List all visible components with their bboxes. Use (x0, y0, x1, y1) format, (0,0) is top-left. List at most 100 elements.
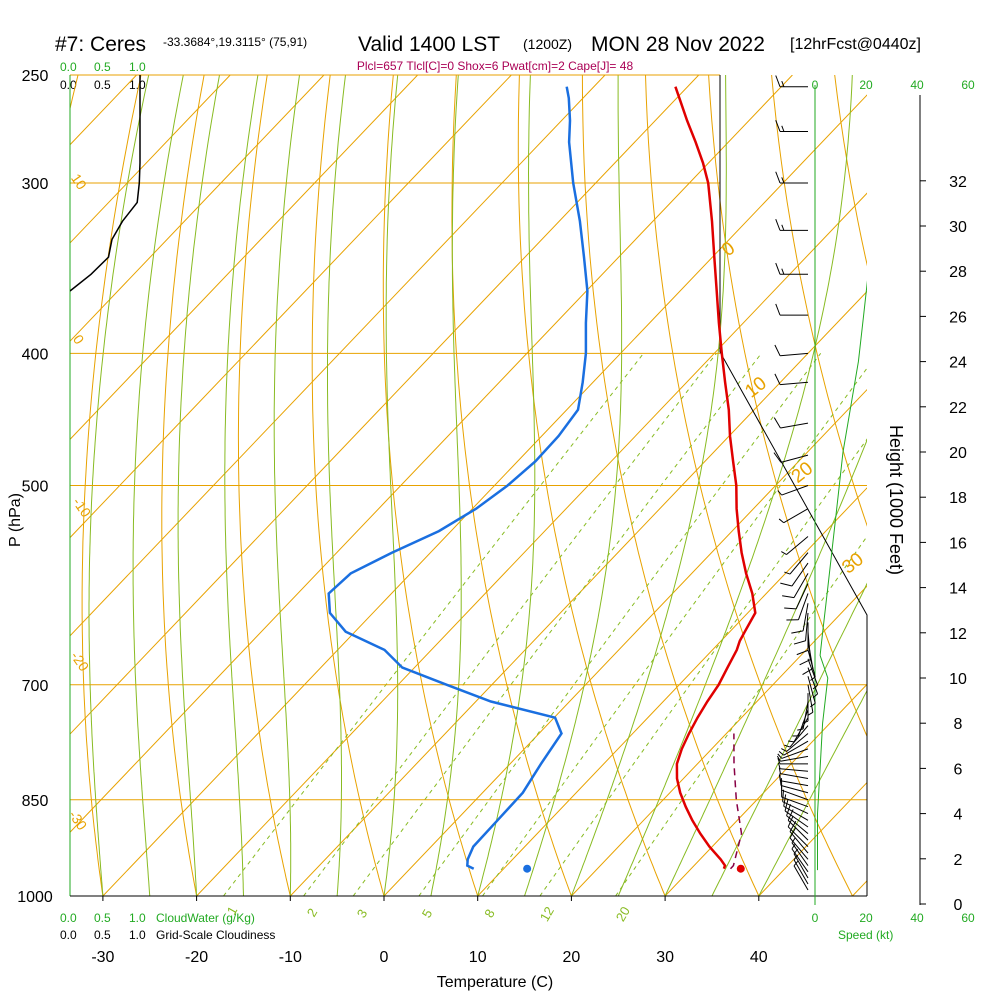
wind-barb-staff (782, 801, 809, 814)
height-tick-label: 22 (949, 400, 967, 417)
pressure-tick-label: 1000 (17, 889, 53, 906)
moist-adiabat-line (430, 75, 462, 896)
wind-barb-feather (775, 218, 781, 231)
wind-barb-feather (787, 815, 794, 828)
moist-adiabat-line (570, 75, 727, 896)
wind-barb-staff (793, 853, 809, 879)
height-tick-label: 20 (949, 445, 967, 462)
wind-barb-feather (793, 640, 806, 645)
dry-adiabat-line (517, 75, 666, 896)
wind-barb-staff (784, 810, 809, 828)
wind-barb-staff (783, 805, 809, 821)
wind-barb (784, 725, 809, 748)
wind-barb (782, 573, 809, 599)
wind-barb (791, 837, 809, 866)
wind-barb-staff (780, 454, 809, 463)
height-tick-label: 26 (949, 309, 967, 326)
wind-barb (775, 303, 808, 316)
wind-barb-staff (780, 780, 809, 787)
wind-barb-staff (781, 789, 809, 801)
wind-barb-feather (807, 711, 814, 716)
isobars (70, 74, 867, 897)
isotherm-line (664, 683, 867, 896)
wind-barb (773, 417, 809, 429)
isotherm-line (852, 880, 867, 896)
y-axis-title: P (hPa) (7, 493, 24, 547)
wind-barb-staff (786, 815, 809, 834)
wind-barb-feather (781, 80, 785, 87)
pressure-tick-label: 850 (22, 793, 49, 810)
wind-barb (784, 799, 809, 828)
wind-barb-staff (780, 422, 809, 429)
wind-barb (787, 815, 809, 847)
wind-barb-staff (791, 848, 809, 873)
moist-adiabat-line (224, 75, 259, 896)
plot-frame (69, 75, 921, 905)
mixing-ratio-label: 20 (613, 904, 633, 924)
wind-barb (796, 622, 809, 656)
mixing-ratio-label: 8 (481, 906, 498, 920)
wind-barb-feather (778, 767, 781, 774)
surface-dewpoint-point (523, 864, 532, 873)
wind-barb-staff (787, 819, 809, 841)
moist-adiabat-line (477, 75, 536, 896)
cloudwater-label: CloudWater (g/Kg) (156, 911, 255, 925)
wind-barb (807, 667, 819, 699)
height-tick-label: 6 (954, 761, 963, 778)
height-tick-label: 32 (949, 174, 967, 191)
mixing-ratio-label: 5 (419, 907, 436, 921)
top-cloudwater-tick: 0.0 (60, 60, 77, 74)
speed-scale-top-label: 20 (859, 78, 873, 92)
height-tick-label: 2 (954, 852, 963, 869)
wind-barb-feather (777, 490, 783, 496)
wind-barb-staff (780, 785, 809, 794)
wind-barb (783, 794, 809, 821)
wind-barb-feather (791, 837, 796, 843)
isotherm-label: 0 (718, 238, 739, 261)
pressure-tick-label: 500 (22, 479, 49, 496)
sounding-indices: Plcl=657 Tlcl[C]=0 Shox=6 Pwat[cm]=2 Cap… (357, 59, 634, 73)
wind-barb-staff (781, 485, 809, 496)
bottom-cloudwater-tick: 0.0 (60, 911, 77, 925)
wind-barb-feather (789, 827, 797, 839)
wind-barb (807, 676, 816, 708)
station-coords: -33.3684°,19.3115° (75,91) (163, 35, 307, 49)
moist-adiabat-line (664, 438, 867, 896)
wind-barb (782, 789, 809, 814)
wind-barb-feather (778, 751, 785, 756)
wind-barb-feather (812, 684, 818, 690)
wind-barb-staff (793, 859, 809, 885)
bottom-cloudiness-tick: 1.0 (129, 928, 146, 942)
bottom-cloudwater-tick: 1.0 (129, 911, 146, 925)
adiabat-label: 10 (68, 170, 90, 192)
mixing-ratio-label: 12 (537, 904, 557, 924)
wind-barb-feather (797, 728, 804, 731)
wind-barb-feather (784, 607, 797, 610)
wind-barb-feather (784, 744, 791, 748)
pressure-tick-label: 250 (22, 68, 49, 85)
wind-barb-feather (781, 224, 785, 231)
moist-adiabat-line (327, 75, 346, 896)
wind-barb (773, 452, 809, 463)
wind-barb (777, 485, 809, 496)
wind-barb-staff (807, 676, 816, 704)
wind-barb-staff (780, 773, 809, 779)
wind-barb-staff (791, 842, 809, 866)
speed-scale-top-label: 40 (910, 78, 924, 92)
wind-barb-staff (789, 552, 809, 575)
wind-barb (791, 603, 809, 634)
wind-barb-staff (797, 593, 809, 620)
pressure-tick-label: 700 (22, 678, 49, 695)
cloudiness-line (70, 75, 141, 292)
wind-barb-staff (780, 352, 809, 357)
wind-barb-staff (783, 508, 809, 524)
wind-barb-feather (810, 702, 816, 708)
wind-barb-staff (807, 667, 819, 695)
dry-adiabat-line (898, 75, 1000, 896)
wind-barb (781, 733, 809, 752)
pressure-tick-label: 400 (22, 346, 49, 363)
wind-barb (786, 593, 809, 621)
wind-barb-staff (807, 684, 814, 713)
isotherm-line (70, 75, 418, 441)
wind-barb (793, 612, 809, 645)
